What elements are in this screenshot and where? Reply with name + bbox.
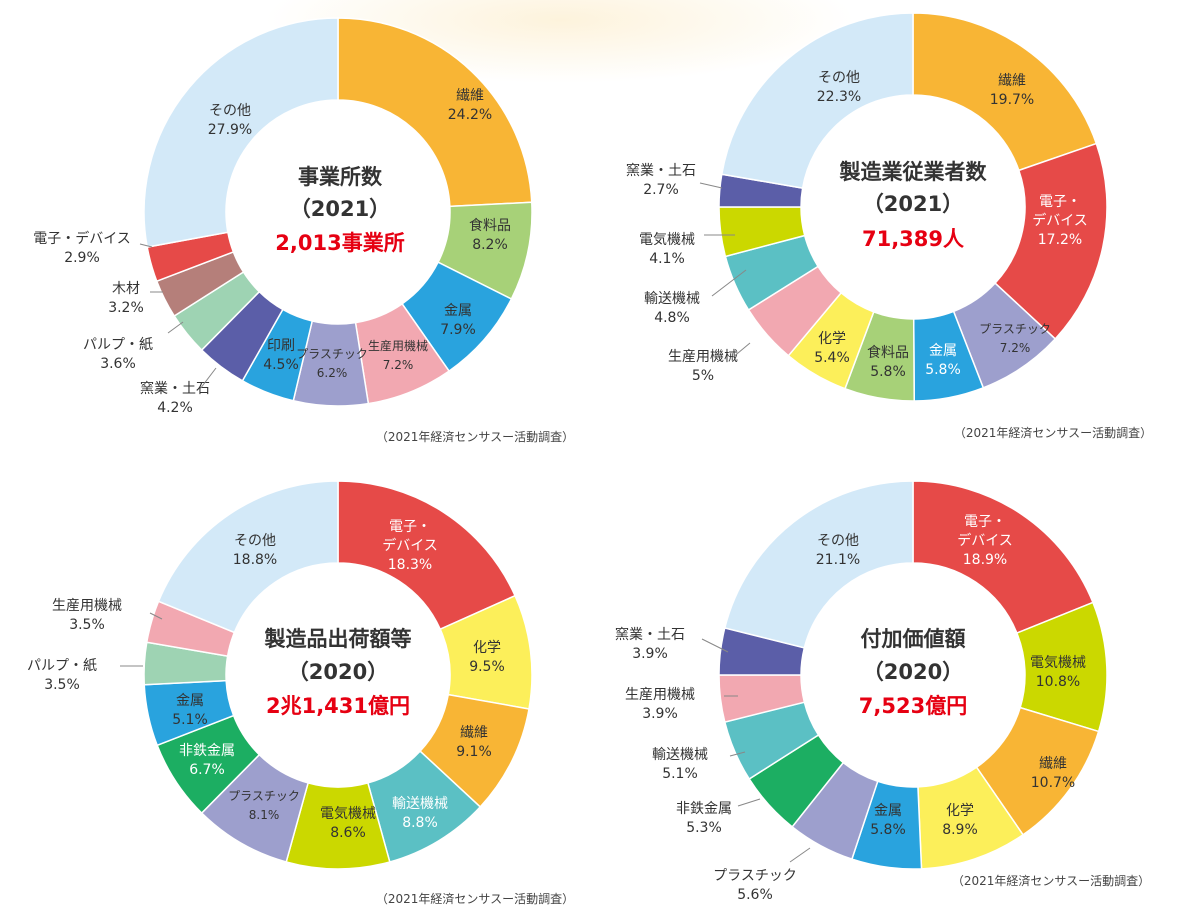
slice-label: 繊維 19.7% (990, 73, 1034, 108)
chart-title: 製造品出荷額等 (264, 627, 412, 651)
slice-label: 窯業・土石 3.9% (615, 626, 685, 662)
slice-label: 窯業・土石 2.7% (626, 162, 696, 198)
slice-label: 電気機械 8.6% (320, 806, 376, 841)
slice-label: 印刷 4.5% (263, 338, 299, 373)
slice-label: 金属 5.1% (172, 693, 208, 728)
slice-label: 輸送機械 4.8% (644, 291, 700, 326)
leader-line (149, 612, 163, 620)
chart-source: （2021年経済センサスー活動調査） (954, 425, 1152, 440)
slice-label: 木材 3.2% (108, 281, 144, 316)
chart-year: （2021） (863, 192, 963, 216)
slice-label: その他 27.9% (208, 103, 252, 138)
slice-label: 繊維 10.7% (1031, 756, 1075, 791)
slice-label: 生産用機械 7.2% (368, 338, 428, 372)
chart-total: 71,389人 (862, 227, 964, 251)
slice-label: 金属 7.9% (440, 303, 476, 338)
chart-source: （2021年経済センサスー活動調査） (376, 891, 574, 906)
slice-label: 電子・デバイス 18.9% (957, 514, 1013, 568)
leader-line (139, 243, 153, 248)
slice-label: その他 21.1% (816, 533, 860, 568)
slice-label: プラスチック 8.1% (228, 789, 300, 822)
slice-label: 輸送機械 5.1% (652, 747, 708, 782)
leader-line (167, 321, 184, 334)
slice-label: パルプ・紙 3.5% (27, 658, 97, 693)
chart-title: 付加価値額 (861, 627, 966, 651)
slice-label: 生産用機械 3.9% (625, 687, 695, 722)
leader-line (701, 638, 729, 653)
leader-line (737, 798, 761, 807)
slice-label: 化学 5.4% (814, 331, 850, 366)
slice-電子・デバイス (994, 142, 1108, 340)
slice-繊維 (337, 17, 533, 208)
slice-その他 (720, 12, 914, 189)
chart-source: （2021年経済センサスー活動調査） (952, 873, 1150, 888)
slice-その他 (723, 480, 914, 649)
leader-line (789, 847, 811, 863)
slice-label: 生産用機械 5% (668, 349, 738, 384)
leader-line (699, 182, 723, 189)
donut-chart-2: 繊維 19.7% 電子・デバイス 17.2% プラスチック 7.2% 金属 5.8% 食料品 5.… (626, 12, 1152, 440)
slice-label: 化学 9.5% (469, 640, 505, 675)
slice-その他 (157, 480, 339, 634)
slice-label: 電子・デバイス 2.9% (33, 230, 131, 266)
slice-label: 食料品 5.8% (867, 344, 909, 380)
slice-label: その他 22.3% (817, 70, 861, 105)
donut-chart-4: 電子・デバイス 18.9% 電気機械 10.8% 繊維 10.7% 化学 8.9% 金属 5.8%… (615, 480, 1150, 903)
slice-label: 非鉄金属 6.7% (179, 743, 235, 778)
chart-year: （2020） (863, 660, 963, 684)
leader-line (711, 269, 747, 297)
chart-total: 2,013事業所 (275, 231, 404, 255)
chart-source: （2021年経済センサスー活動調査） (376, 429, 574, 444)
chart-total: 7,523億円 (859, 694, 967, 718)
slice-label: 電子・デバイス 17.2% (1032, 194, 1088, 248)
slice-label: 電子・デバイス 18.3% (382, 519, 438, 573)
leader-line (729, 751, 746, 757)
donut-chart-3: 電子・デバイス 18.3% 化学 9.5% 繊維 9.1% 輸送機械 8.8% 電気機械 8.6%… (27, 480, 574, 906)
chart-year: （2020） (288, 660, 388, 684)
slice-繊維 (912, 12, 1098, 172)
slice-label: 窯業・土石 4.2% (140, 380, 210, 416)
slice-label: パルプ・紙 3.6% (83, 337, 153, 372)
slice-label: 電気機械 10.8% (1030, 655, 1086, 690)
slice-label: 金属 5.8% (870, 803, 906, 838)
leader-line (731, 342, 751, 359)
slice-label: プラスチック 7.2% (979, 322, 1051, 355)
chart-title: 製造業従業者数 (839, 160, 988, 184)
slice-label: プラスチック 5.6% (713, 868, 797, 903)
slice-label: 電気機械 4.1% (639, 232, 695, 267)
chart-title: 事業所数 (298, 165, 383, 189)
slice-label: 繊維 9.1% (456, 725, 492, 760)
slice-label: 生産用機械 3.5% (52, 598, 122, 633)
slice-その他 (143, 17, 339, 249)
slice-電子・デバイス (337, 480, 517, 631)
slice-label: 化学 8.9% (942, 803, 978, 838)
chart-year: （2021） (290, 197, 390, 221)
slice-label: 繊維 24.2% (448, 88, 492, 123)
slice-label: 食料品 8.2% (469, 217, 511, 253)
slice-label: 非鉄金属 5.3% (676, 801, 732, 836)
donut-chart-1: 繊維 24.2% 食料品 8.2% 金属 7.9% 生産用機械 7.2%プラスチック 6.2%印… (33, 17, 574, 444)
slice-label: 輸送機械 8.8% (392, 796, 448, 831)
slice-label: その他 18.8% (233, 533, 277, 568)
slice-label: プラスチック 6.2% (296, 347, 368, 380)
chart-total: 2兆1,431億円 (266, 694, 410, 718)
slice-label: 金属 5.8% (925, 343, 961, 378)
leader-line (199, 367, 217, 390)
